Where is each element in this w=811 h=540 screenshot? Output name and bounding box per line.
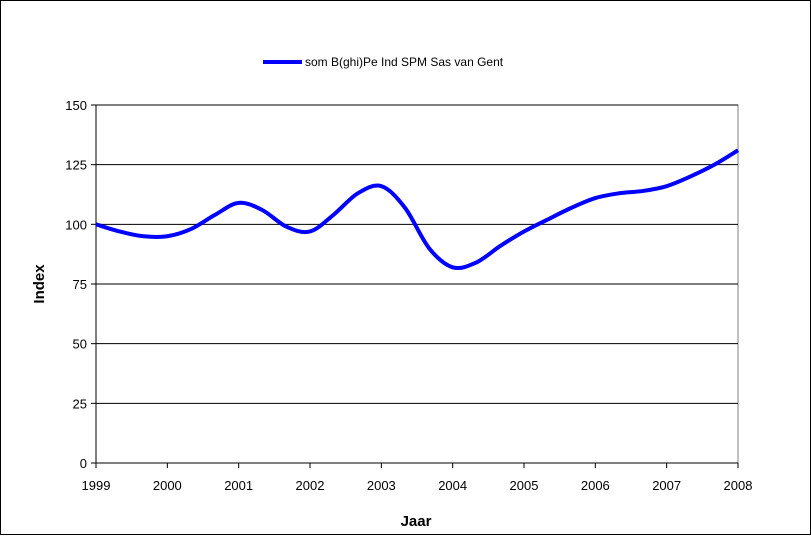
axes: 0 25 50 75 100 125 150 1999 2000 2001 2002 2003 2004… (65, 98, 752, 493)
legend-label: som B(ghi)Pe Ind SPM Sas van Gent (305, 55, 504, 69)
y-axis-title: Index (31, 264, 48, 304)
y-tick-label: 25 (73, 396, 87, 411)
y-tick-label: 100 (65, 217, 87, 232)
x-tick-label: 2008 (724, 478, 753, 493)
series-layer (95, 148, 740, 271)
x-axis-title: Jaar (401, 513, 432, 530)
x-tick-label: 2005 (510, 478, 539, 493)
x-tick-label: 2003 (367, 478, 396, 493)
series-line-0 (95, 148, 740, 271)
y-tick-label: 125 (65, 158, 87, 173)
x-tick-label: 2007 (652, 478, 681, 493)
x-tick-label: 1999 (82, 478, 111, 493)
x-tick-label: 2002 (296, 478, 325, 493)
y-tick-label: 75 (73, 277, 87, 292)
legend: som B(ghi)Pe Ind SPM Sas van Gent (263, 55, 504, 69)
y-tick-label: 50 (73, 337, 87, 352)
y-tick-label: 0 (80, 456, 87, 471)
x-tick-label: 2001 (224, 478, 253, 493)
x-tick-label: 2000 (153, 478, 182, 493)
x-tick-label: 2004 (438, 478, 467, 493)
y-tick-label: 150 (65, 98, 87, 113)
x-tick-label: 2006 (581, 478, 610, 493)
